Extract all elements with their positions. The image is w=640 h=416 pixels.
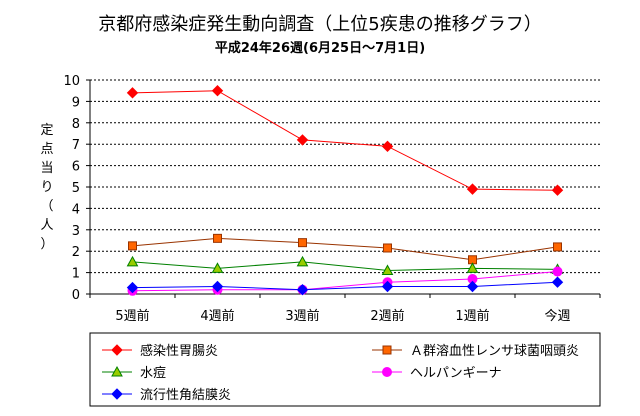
- series-1: [128, 233, 562, 265]
- data-point-2-0: [126, 255, 139, 267]
- y-axis-label-char-4: （: [40, 199, 53, 214]
- data-point-2-4: [466, 262, 479, 273]
- y-tick-label-1: 1: [72, 267, 80, 282]
- data-point-4-5: [551, 276, 564, 288]
- data-point-1-5: [553, 242, 562, 252]
- legend-item-4: 流行性角結膜炎: [102, 388, 231, 403]
- series-3: [127, 266, 563, 296]
- data-point-0-3: [381, 140, 394, 153]
- y-tick-label-6: 6: [72, 160, 80, 175]
- y-tick-label-10: 10: [63, 74, 80, 89]
- data-point-4-2: [296, 284, 309, 296]
- data-point-4-4: [466, 280, 479, 293]
- legend-label-2: 水痘: [140, 366, 166, 381]
- legend-marker-4: [111, 388, 123, 400]
- legend-label-1: Ａ群溶血性レンサ球菌咽頭炎: [410, 344, 579, 359]
- legend-box: [89, 332, 601, 407]
- axes: [86, 79, 601, 298]
- y-tick-label-8: 8: [72, 117, 80, 132]
- data-point-0-5: [551, 184, 564, 196]
- y-tick-label-0: 0: [72, 288, 80, 303]
- data-point-0-1: [211, 84, 224, 97]
- series-line-3: [132, 271, 558, 292]
- y-axis-label-char-3: り: [40, 180, 53, 195]
- data-point-0-2: [296, 134, 309, 146]
- data-point-3-5: [552, 266, 563, 277]
- data-point-0-4: [466, 183, 479, 195]
- legend-item-2: 水痘: [102, 365, 166, 381]
- chart-subtitle: 平成24年26週(6月25日～7月1日): [215, 40, 425, 56]
- series-line-1: [132, 237, 558, 261]
- data-point-1-2: [298, 238, 307, 248]
- legend-item-1: Ａ群溶血性レンサ球菌咽頭炎: [372, 344, 579, 359]
- legend-item-0: 感染性胃腸炎: [102, 343, 218, 359]
- x-tick-label-2: 3週前: [285, 308, 319, 324]
- chart-title: 京都府感染症発生動向調査（上位5疾患の推移グラフ）: [98, 14, 541, 35]
- legend-label-3: ヘルパンギーナ: [410, 366, 502, 381]
- data-point-0-0: [126, 87, 139, 99]
- data-point-4-1: [211, 280, 224, 293]
- x-tick-label-0: 5週前: [115, 308, 149, 324]
- y-tick-label-2: 2: [72, 245, 80, 260]
- y-axis-label-char-2: 当: [40, 161, 53, 176]
- series-2: [126, 255, 564, 275]
- x-tick-label-4: 1週前: [455, 308, 489, 324]
- legend-marker-1: [382, 345, 392, 355]
- series-4: [126, 276, 564, 296]
- legend-marker-0: [111, 344, 123, 356]
- x-tick-labels: 5週前 4週前 3週前 2週前 1週前 今週: [115, 308, 570, 324]
- y-axis-label-char-0: 定: [40, 123, 53, 138]
- series-lines: [126, 84, 564, 296]
- data-point-4-0: [126, 281, 139, 294]
- legend-label-0: 感染性胃腸炎: [140, 343, 218, 359]
- y-tick-label-9: 9: [72, 95, 80, 110]
- data-point-4-3: [381, 280, 394, 293]
- legend-marker-3: [382, 367, 392, 377]
- x-tick-label-3: 2週前: [370, 308, 404, 324]
- y-axis-label-char-5: 人: [40, 218, 53, 233]
- data-point-1-3: [383, 243, 392, 253]
- legend-marker-2: [111, 365, 123, 377]
- y-tick-label-5: 5: [72, 181, 80, 196]
- series-line-4: [132, 281, 558, 291]
- data-point-1-1: [213, 233, 222, 243]
- series-line-2: [132, 261, 558, 271]
- series-line-0: [132, 90, 558, 191]
- x-tick-label-1: 4週前: [200, 308, 234, 324]
- y-tick-label-3: 3: [72, 224, 80, 239]
- series-0: [126, 84, 564, 196]
- data-point-2-3: [381, 264, 394, 275]
- legend-label-4: 流行性角結膜炎: [140, 388, 231, 403]
- y-tick-label-4: 4: [72, 202, 80, 217]
- data-point-2-1: [211, 262, 224, 273]
- y-axis-label-char-1: 点: [40, 142, 53, 157]
- legend-item-3: ヘルパンギーナ: [372, 366, 502, 381]
- y-tick-labels: 0 1 2 3 4 5 6 7 8 9 10: [63, 74, 80, 303]
- x-tick-label-5: 今週: [544, 308, 570, 324]
- gridlines: [90, 79, 600, 274]
- data-point-1-0: [128, 241, 137, 251]
- y-axis-label-char-6: ）: [40, 237, 53, 252]
- y-tick-label-7: 7: [72, 138, 80, 153]
- data-point-2-2: [296, 255, 309, 267]
